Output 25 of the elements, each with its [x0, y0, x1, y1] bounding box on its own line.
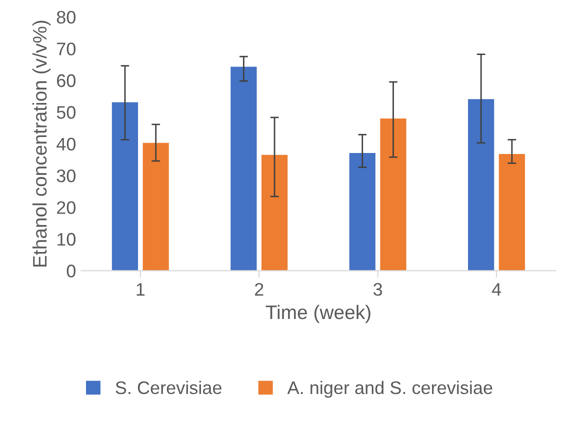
bar	[349, 153, 376, 271]
x-axis-title: Time (week)	[266, 304, 370, 324]
bar	[380, 118, 406, 271]
y-tick-label: 0	[66, 264, 76, 278]
bar	[261, 154, 288, 271]
y-tick-label: 70	[57, 42, 76, 56]
legend-label: A. niger and S. cerevisiae	[287, 380, 492, 398]
y-axis-title: Ethanol concentration (v/v%)	[32, 20, 51, 267]
y-tick-label: 50	[56, 106, 76, 119]
legend-label: S. Cerevisiae	[116, 380, 222, 394]
bar	[230, 66, 257, 271]
bar	[112, 102, 138, 271]
bar	[468, 99, 494, 271]
y-tick-label: 10	[57, 232, 76, 246]
bar	[142, 142, 169, 271]
y-tick-label: 60	[57, 74, 76, 88]
x-tick-label: 3	[373, 283, 382, 296]
y-tick-label: 30	[56, 169, 76, 182]
x-tick-label: 1	[136, 283, 145, 296]
x-tick-label: 2	[254, 283, 264, 296]
y-tick-label: 80	[56, 10, 76, 24]
bar	[498, 154, 525, 271]
y-tick-label: 40	[56, 138, 76, 151]
y-tick-label: 20	[57, 201, 76, 214]
x-tick-label: 4	[492, 283, 501, 296]
